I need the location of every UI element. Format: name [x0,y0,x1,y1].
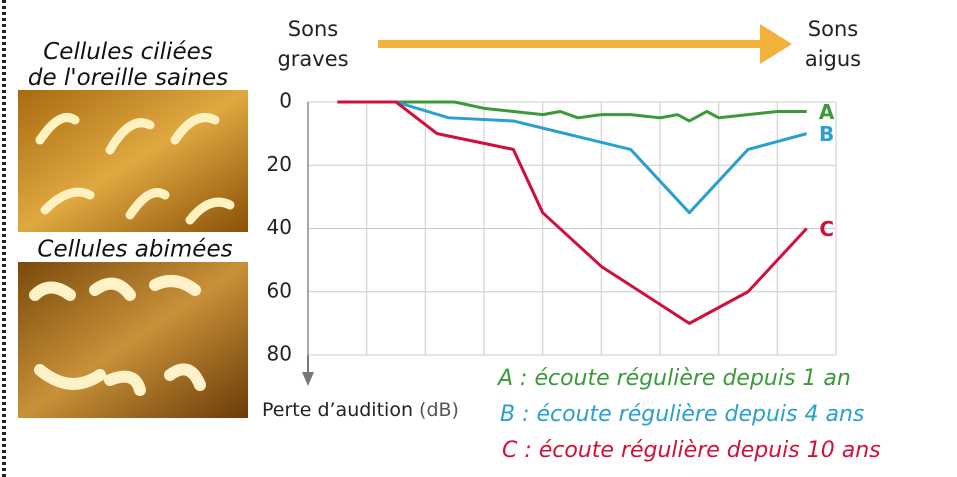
y-tick-label: 40 [267,215,292,239]
y-tick-label: 0 [279,89,292,113]
series-end-label: C [819,217,834,241]
damaged-cells-image [18,262,248,418]
y-label-text: Perte d’audition [262,399,413,421]
y-tick-label: 20 [267,152,292,176]
y-arrow-head [302,372,314,386]
y-label-unit: (dB) [419,399,459,421]
y-tick-label: 80 [267,342,292,366]
legend-entry: B : écoute régulière depuis 4 ans [500,402,864,427]
y-label: Perte d’audition (dB) [262,399,459,421]
frequency-arrow [378,24,792,64]
y-tick-label: 60 [267,278,292,302]
figure: Cellules ciliéesde l'oreille saines Cell… [0,0,957,477]
series-end-label: A [819,100,835,124]
legend-entry: C : écoute régulière depuis 10 ans [502,438,881,463]
caption-bottom: Cellules abimées [37,237,232,263]
legend-entry: A : écoute régulière depuis 1 an [496,366,851,391]
healthy-cells-image [18,90,248,232]
series-end-label: B [819,122,834,146]
